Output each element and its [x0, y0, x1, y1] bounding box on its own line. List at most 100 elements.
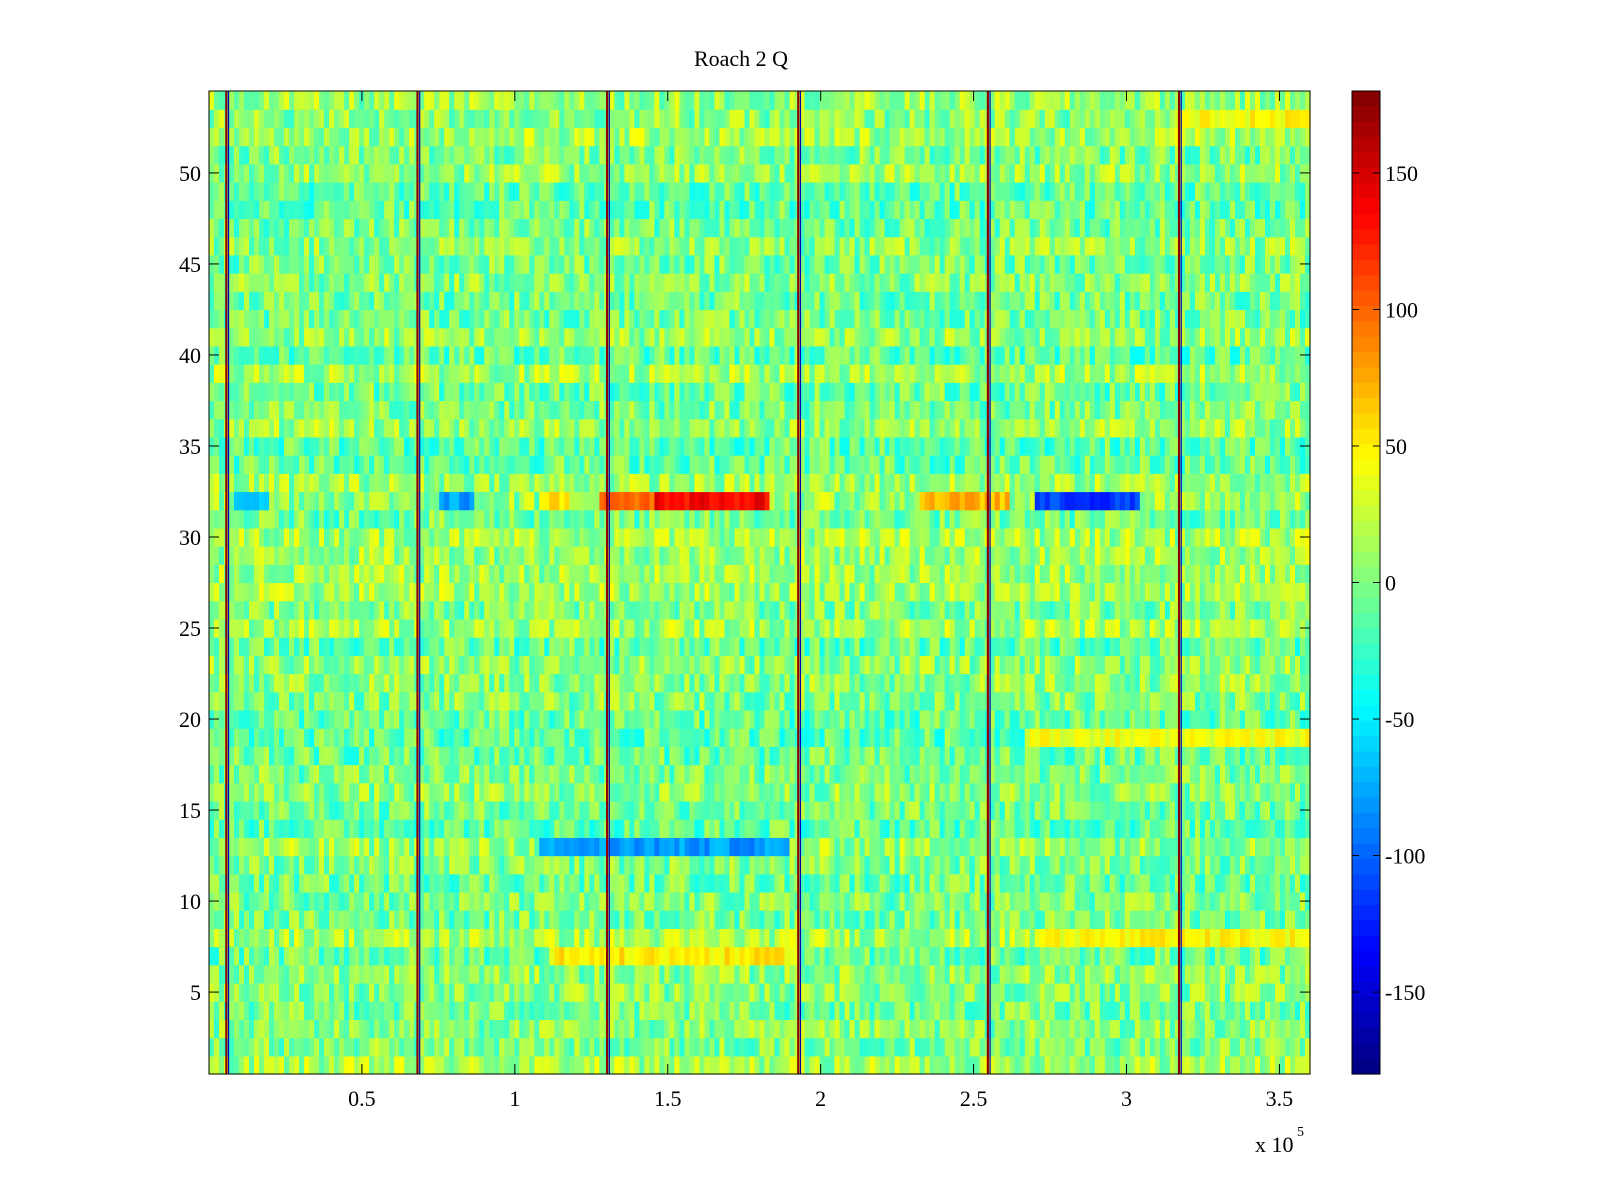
- heatmap-cell: [859, 928, 866, 948]
- heatmap-cell: [249, 928, 255, 948]
- heatmap-cell: [1104, 982, 1111, 1002]
- heatmap-cell: [324, 764, 330, 784]
- heatmap-cell: [849, 655, 856, 675]
- heatmap-cell: [324, 1037, 330, 1057]
- heatmap-cell: [569, 819, 575, 838]
- heatmap-cell: [1224, 964, 1231, 984]
- heatmap-cell: [534, 709, 540, 729]
- heatmap-cell: [359, 764, 365, 784]
- heatmap-cell: [1249, 746, 1256, 766]
- heatmap-cell: [779, 691, 786, 711]
- heatmap-cell: [849, 982, 856, 1002]
- heatmap-cell: [319, 800, 325, 820]
- heatmap-cell: [1209, 873, 1216, 893]
- heatmap-cell: [909, 709, 916, 729]
- heatmap-cell: [559, 1001, 565, 1020]
- heatmap-cell: [954, 728, 961, 747]
- heatmap-cell: [1124, 800, 1131, 820]
- heatmap-cell: [249, 728, 255, 747]
- heatmap-cell: [439, 964, 445, 984]
- heatmap-cell: [359, 819, 365, 838]
- heatmap-cell: [1144, 873, 1151, 893]
- heatmap-cell: [214, 764, 220, 784]
- heatmap-cell: [579, 709, 585, 729]
- heatmap-cell: [624, 819, 630, 838]
- heatmap-cell: [1019, 746, 1026, 766]
- heatmap-cell: [319, 819, 325, 838]
- heatmap-cell: [544, 782, 550, 802]
- heatmap-cell: [259, 764, 265, 784]
- heatmap-cell: [844, 982, 851, 1002]
- heatmap-cell: [529, 782, 535, 802]
- heatmap-cell: [1064, 691, 1071, 711]
- heatmap-cell: [1084, 819, 1091, 838]
- heatmap-cell: [1094, 764, 1101, 784]
- heatmap-cell: [679, 873, 686, 893]
- heatmap-cell: [719, 819, 726, 838]
- heatmap-cell: [929, 891, 936, 911]
- heatmap-cell: [689, 819, 696, 838]
- heatmap-cell: [1124, 728, 1131, 747]
- heatmap-cell: [209, 946, 215, 966]
- heatmap-cell: [1154, 855, 1161, 875]
- heatmap-cell: [869, 946, 876, 966]
- heatmap-cell: [759, 928, 766, 948]
- heatmap-cell: [359, 910, 365, 929]
- heatmap-cell: [209, 691, 215, 711]
- heatmap-cell: [729, 709, 736, 729]
- heatmap-cell: [609, 873, 615, 893]
- heatmap-cell: [584, 800, 590, 820]
- heatmap-cell: [484, 855, 490, 875]
- heatmap-cell: [1244, 982, 1251, 1002]
- heatmap-cell: [749, 910, 756, 929]
- heatmap-cell: [464, 910, 470, 929]
- heatmap-cell: [879, 1019, 886, 1039]
- heatmap-cell: [444, 1019, 450, 1039]
- heatmap-cell: [1254, 946, 1261, 966]
- heatmap-cell: [959, 728, 966, 747]
- heatmap-cell: [1264, 1019, 1271, 1039]
- heatmap-cell: [1274, 964, 1281, 984]
- heatmap-cell: [1159, 1055, 1166, 1075]
- heatmap-cell: [824, 946, 831, 966]
- heatmap-cell: [1049, 746, 1056, 766]
- heatmap-cell: [229, 709, 235, 729]
- heatmap-cell: [299, 964, 305, 984]
- heatmap-cell: [364, 800, 370, 820]
- heatmap-cell: [599, 837, 605, 857]
- heatmap-cell: [304, 964, 310, 984]
- heatmap-cell: [779, 946, 786, 966]
- heatmap-cell: [1264, 982, 1271, 1002]
- heatmap-cell: [784, 673, 791, 693]
- heatmap-cell: [419, 1019, 425, 1039]
- heatmap-cell: [229, 873, 235, 893]
- heatmap-cell: [799, 946, 806, 966]
- heatmap-cell: [754, 837, 761, 857]
- heatmap-cell: [729, 837, 736, 857]
- heatmap-cell: [1079, 855, 1086, 875]
- heatmap-cell: [1204, 982, 1211, 1002]
- heatmap-cell: [1254, 764, 1261, 784]
- heatmap-cell: [704, 782, 711, 802]
- heatmap-cell: [214, 1001, 220, 1020]
- heatmap-cell: [829, 1055, 836, 1075]
- heatmap-cell: [319, 964, 325, 984]
- heatmap-cell: [544, 1001, 550, 1020]
- heatmap-cell: [439, 746, 445, 766]
- heatmap-cell: [429, 819, 435, 838]
- heatmap-cell: [439, 673, 445, 693]
- heatmap-cell: [314, 1001, 320, 1020]
- heatmap-cell: [364, 910, 370, 929]
- heatmap-cell: [434, 946, 440, 966]
- heatmap-cell: [239, 873, 245, 893]
- heatmap-cell: [1124, 746, 1131, 766]
- heatmap-cell: [244, 655, 250, 675]
- heatmap-cell: [889, 928, 896, 948]
- heatmap-cell: [444, 910, 450, 929]
- heatmap-cell: [519, 819, 525, 838]
- heatmap-cell: [1129, 873, 1136, 893]
- heatmap-cell: [789, 800, 796, 820]
- heatmap-cell: [1189, 964, 1196, 984]
- heatmap-cell: [409, 891, 415, 911]
- heatmap-cell: [294, 800, 300, 820]
